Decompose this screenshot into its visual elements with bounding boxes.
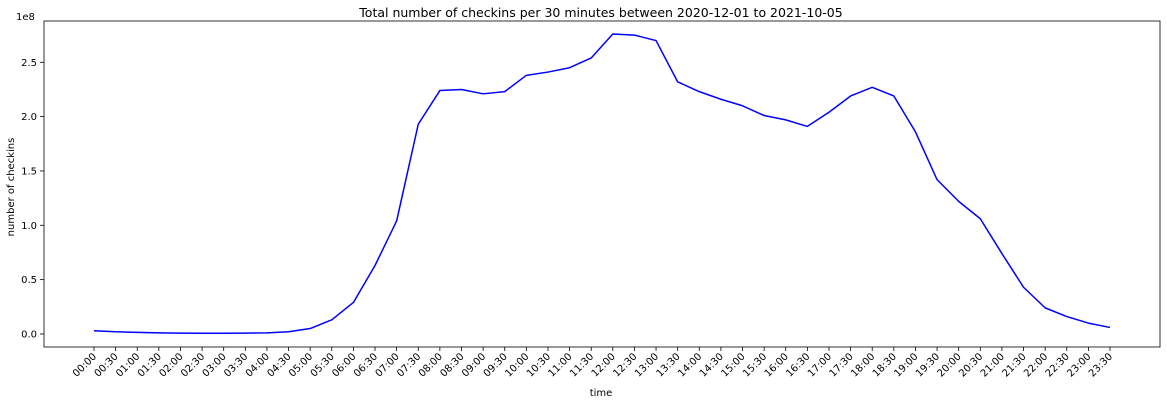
data-point (849, 95, 851, 97)
data-point (201, 332, 203, 334)
data-point (936, 178, 938, 180)
data-point (504, 90, 506, 92)
data-point (1022, 286, 1024, 288)
data-point (979, 218, 981, 220)
data-point (395, 220, 397, 222)
data-point (460, 88, 462, 90)
x-tick-label: 23:30 (1087, 351, 1115, 379)
y-tick-label: 0.0 (21, 329, 37, 340)
data-point (309, 327, 311, 329)
y-axis-label: number of checkins (6, 138, 17, 237)
data-point (482, 93, 484, 95)
y-tick-label: 2.0 (21, 112, 37, 123)
data-point (244, 332, 246, 334)
data-point (914, 131, 916, 133)
data-point (1044, 307, 1046, 309)
axes-frame (43, 20, 1161, 348)
data-point (763, 114, 765, 116)
data-point (957, 200, 959, 202)
data-point (417, 123, 419, 125)
data-point (806, 125, 808, 127)
data-point (893, 95, 895, 97)
y-tick-label: 1.5 (21, 166, 37, 177)
data-point (114, 331, 116, 333)
data-point (1109, 326, 1111, 328)
data-point (223, 332, 225, 334)
data-point (179, 332, 181, 334)
data-point (287, 331, 289, 333)
data-point (698, 90, 700, 92)
data-point (439, 89, 441, 91)
x-axis-label: time (590, 388, 613, 399)
data-point (785, 119, 787, 121)
chart-title: Total number of checkins per 30 minutes … (358, 5, 842, 20)
y-tick-label: 0.5 (21, 275, 37, 286)
y-tick-label: 1.0 (21, 221, 37, 232)
plot-area: 0.00.51.01.52.02.500:0000:3001:0001:3002… (21, 20, 1161, 380)
data-point (741, 105, 743, 107)
data-point (158, 332, 160, 334)
data-point (352, 301, 354, 303)
data-point (374, 264, 376, 266)
y-axis-offset-label: 1e8 (16, 12, 35, 23)
data-point (871, 86, 873, 88)
data-point (590, 57, 592, 59)
data-point (676, 81, 678, 83)
data-point (547, 71, 549, 73)
data-point (1066, 315, 1068, 317)
y-tick-label: 2.5 (21, 58, 37, 69)
data-point (633, 34, 635, 36)
data-point (93, 330, 95, 332)
data-point (655, 39, 657, 41)
data-point (568, 67, 570, 69)
data-point (525, 74, 527, 76)
data-point (331, 319, 333, 321)
data-point (1001, 252, 1003, 254)
series-line (93, 33, 1111, 334)
data-point (266, 332, 268, 334)
data-point (1087, 322, 1089, 324)
data-point (720, 98, 722, 100)
data-point (136, 331, 138, 333)
data-point (828, 111, 830, 113)
data-point (612, 33, 614, 35)
